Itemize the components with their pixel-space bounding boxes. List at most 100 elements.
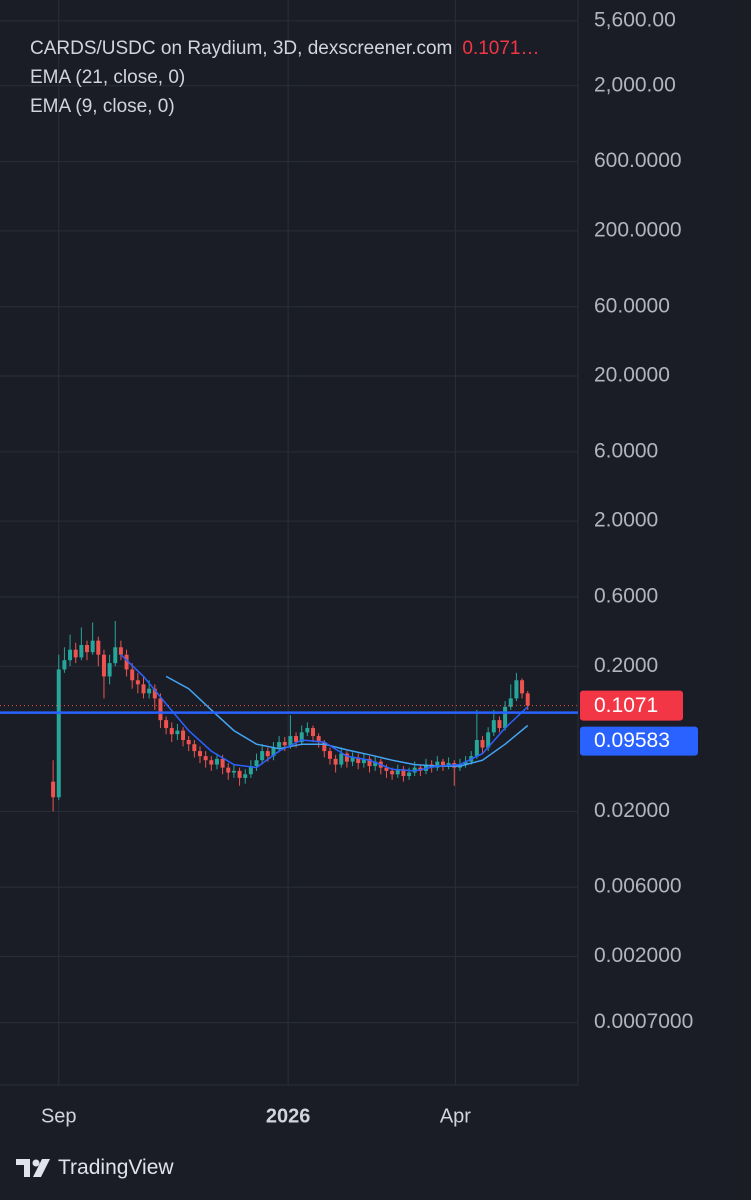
x-tick-label: Sep [41, 1105, 77, 1127]
candle-body [79, 645, 84, 658]
candle-body [446, 763, 451, 767]
candle-body [237, 770, 242, 778]
y-tick-label: 6.0000 [594, 439, 658, 462]
candle-body [503, 706, 508, 729]
candle-body [350, 757, 355, 762]
logo [16, 1159, 50, 1177]
candle-body [525, 693, 530, 706]
candle-body [254, 760, 259, 767]
y-tick-label: 600.0000 [594, 149, 682, 172]
candle-body [243, 774, 248, 778]
candle-body [294, 736, 299, 743]
legend-entry: EMA (21, close, 0) [30, 67, 186, 88]
candle-body [124, 654, 129, 670]
candle-body [424, 764, 429, 771]
candle-body [164, 720, 169, 729]
candle-body [220, 758, 225, 768]
y-tick-label: 20.0000 [594, 364, 670, 387]
candle-body [51, 781, 56, 798]
candle-body [248, 766, 253, 775]
candle-body [68, 649, 73, 661]
legend-entry: EMA (9, close, 0) [30, 96, 175, 117]
candle-body [282, 742, 287, 746]
candle-body [463, 761, 468, 765]
candle-body [435, 761, 440, 768]
candle-body [85, 645, 90, 653]
footer: TradingView [16, 1156, 174, 1180]
candle-body [192, 744, 197, 752]
legend: CARDS/USDC on Raydium, 3D, dexscreener.c… [30, 34, 540, 121]
candle-body [271, 747, 276, 757]
candle-body [226, 767, 231, 773]
candle-body [316, 736, 321, 743]
axes: 5,600.00 2,000.00 600.0000 200.0000 60.0000 2… [41, 8, 698, 1127]
y-tick-label: 0.6000 [594, 585, 658, 608]
candle-body [260, 751, 265, 761]
legend-title-row: CARDS/USDC on Raydium, 3D, dexscreener.c… [30, 34, 540, 63]
y-tick-label: 200.0000 [594, 218, 682, 241]
candle-body [141, 684, 146, 694]
candle-body [107, 663, 112, 677]
candle-body [73, 649, 78, 658]
candle-body [158, 698, 163, 721]
candle-body [113, 647, 118, 664]
candle-body [209, 760, 214, 765]
candle-body [265, 751, 270, 757]
candle-body [412, 767, 417, 773]
plot [0, 620, 578, 812]
x-tick-label: Apr [440, 1105, 471, 1127]
candle-body [147, 688, 152, 694]
candle-body [299, 732, 304, 743]
reference-box [580, 726, 698, 756]
candle-body [361, 758, 366, 764]
y-tick-label: 60.0000 [594, 294, 670, 317]
candle-body [474, 740, 479, 757]
candle-body [322, 742, 327, 752]
chart: 5,600.00 2,000.00 600.0000 200.0000 60.0000 2… [0, 0, 698, 1127]
candle-body [101, 654, 106, 677]
candle-body [440, 761, 445, 767]
candle-body [486, 732, 491, 748]
candle-body [288, 736, 293, 746]
ema-line [165, 675, 529, 767]
candle-body [90, 640, 95, 653]
x-tick-label: 2026 [266, 1105, 311, 1127]
candle-body [508, 698, 513, 707]
y-tick-label: 5,600.00 [594, 8, 676, 31]
candle-body [231, 770, 236, 773]
candle-body [384, 767, 389, 771]
reference-label: 0.09583 [594, 729, 670, 752]
candle-body [497, 720, 502, 729]
candle-body [339, 753, 344, 765]
y-tick-label: 0.006000 [594, 875, 682, 898]
candle-body [305, 728, 310, 733]
candle-body [373, 761, 378, 767]
candle-body [395, 769, 400, 775]
candle-body [56, 669, 61, 798]
candle-body [152, 688, 157, 699]
candle-body [186, 740, 191, 745]
brand: TradingView [58, 1156, 174, 1179]
y-tick-label: 0.002000 [594, 944, 682, 967]
last-price-box [580, 690, 683, 721]
candle-body [367, 758, 372, 767]
chart-title: CARDS/USDC on Raydium, 3D, dexscreener.c… [30, 38, 453, 59]
last-price: 0.1071… [462, 38, 540, 59]
ema-line [120, 654, 529, 772]
candle-body [311, 728, 316, 737]
candle-body [135, 680, 140, 685]
candle-body [198, 751, 203, 757]
candle-body [480, 740, 485, 748]
candle-body [333, 758, 338, 765]
candle-body [390, 770, 395, 775]
candle-body [130, 669, 135, 681]
candle-body [407, 772, 412, 777]
candle-body [327, 751, 332, 759]
candle-body [214, 758, 219, 765]
candle-body [181, 730, 186, 741]
candle-body [277, 742, 282, 748]
candle-body [401, 769, 406, 777]
candle-body [118, 647, 123, 655]
candle-body [491, 720, 496, 733]
